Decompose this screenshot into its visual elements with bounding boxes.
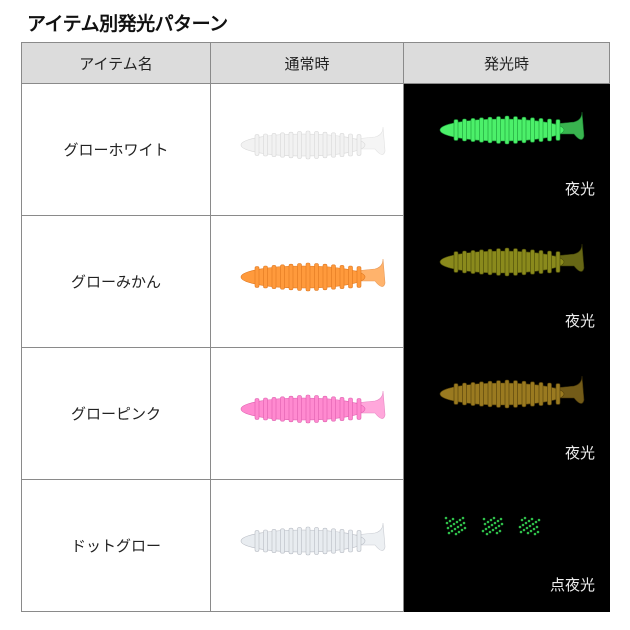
lure-image [439,111,585,144]
lure-image [439,375,585,408]
item-name: グローピンク [21,347,211,480]
lure-image [240,522,385,555]
glow-label: 点夜光 [549,576,595,594]
glow-label: 夜光 [564,180,595,198]
glow-cell: 夜光 [403,347,610,480]
lure-image [439,507,585,537]
normal-cell [210,479,404,612]
glow-label: 夜光 [564,312,595,330]
glow-label: 夜光 [564,444,595,462]
glow-cell: 夜光 [403,83,610,216]
header-item-name: アイテム名 [21,42,211,84]
normal-cell [210,83,404,216]
glow-pattern-table: アイテム名 通常時 発光時 グローホワイト 夜光 グローみかん 夜光 グローピンク … [21,42,610,612]
header-glow: 発光時 [403,42,610,84]
lure-image [240,390,385,423]
table-row: グローピンク 夜光 [21,347,610,480]
item-name: グローホワイト [21,83,211,216]
table-row: ドットグロー 点夜光 [21,479,610,612]
item-name: ドットグロー [21,479,211,612]
normal-cell [210,347,404,480]
lure-image [240,126,385,159]
lure-image [240,258,385,291]
glow-cell: 点夜光 [403,479,610,612]
table-row: グローホワイト 夜光 [21,83,610,216]
normal-cell [210,215,404,348]
glow-cell: 夜光 [403,215,610,348]
lure-image [439,243,585,276]
table-row: グローみかん 夜光 [21,215,610,348]
table-header-row: アイテム名 通常時 発光時 [21,42,610,84]
item-name: グローみかん [21,215,211,348]
header-normal: 通常時 [210,42,404,84]
page-title: アイテム別発光パターン [27,13,228,35]
